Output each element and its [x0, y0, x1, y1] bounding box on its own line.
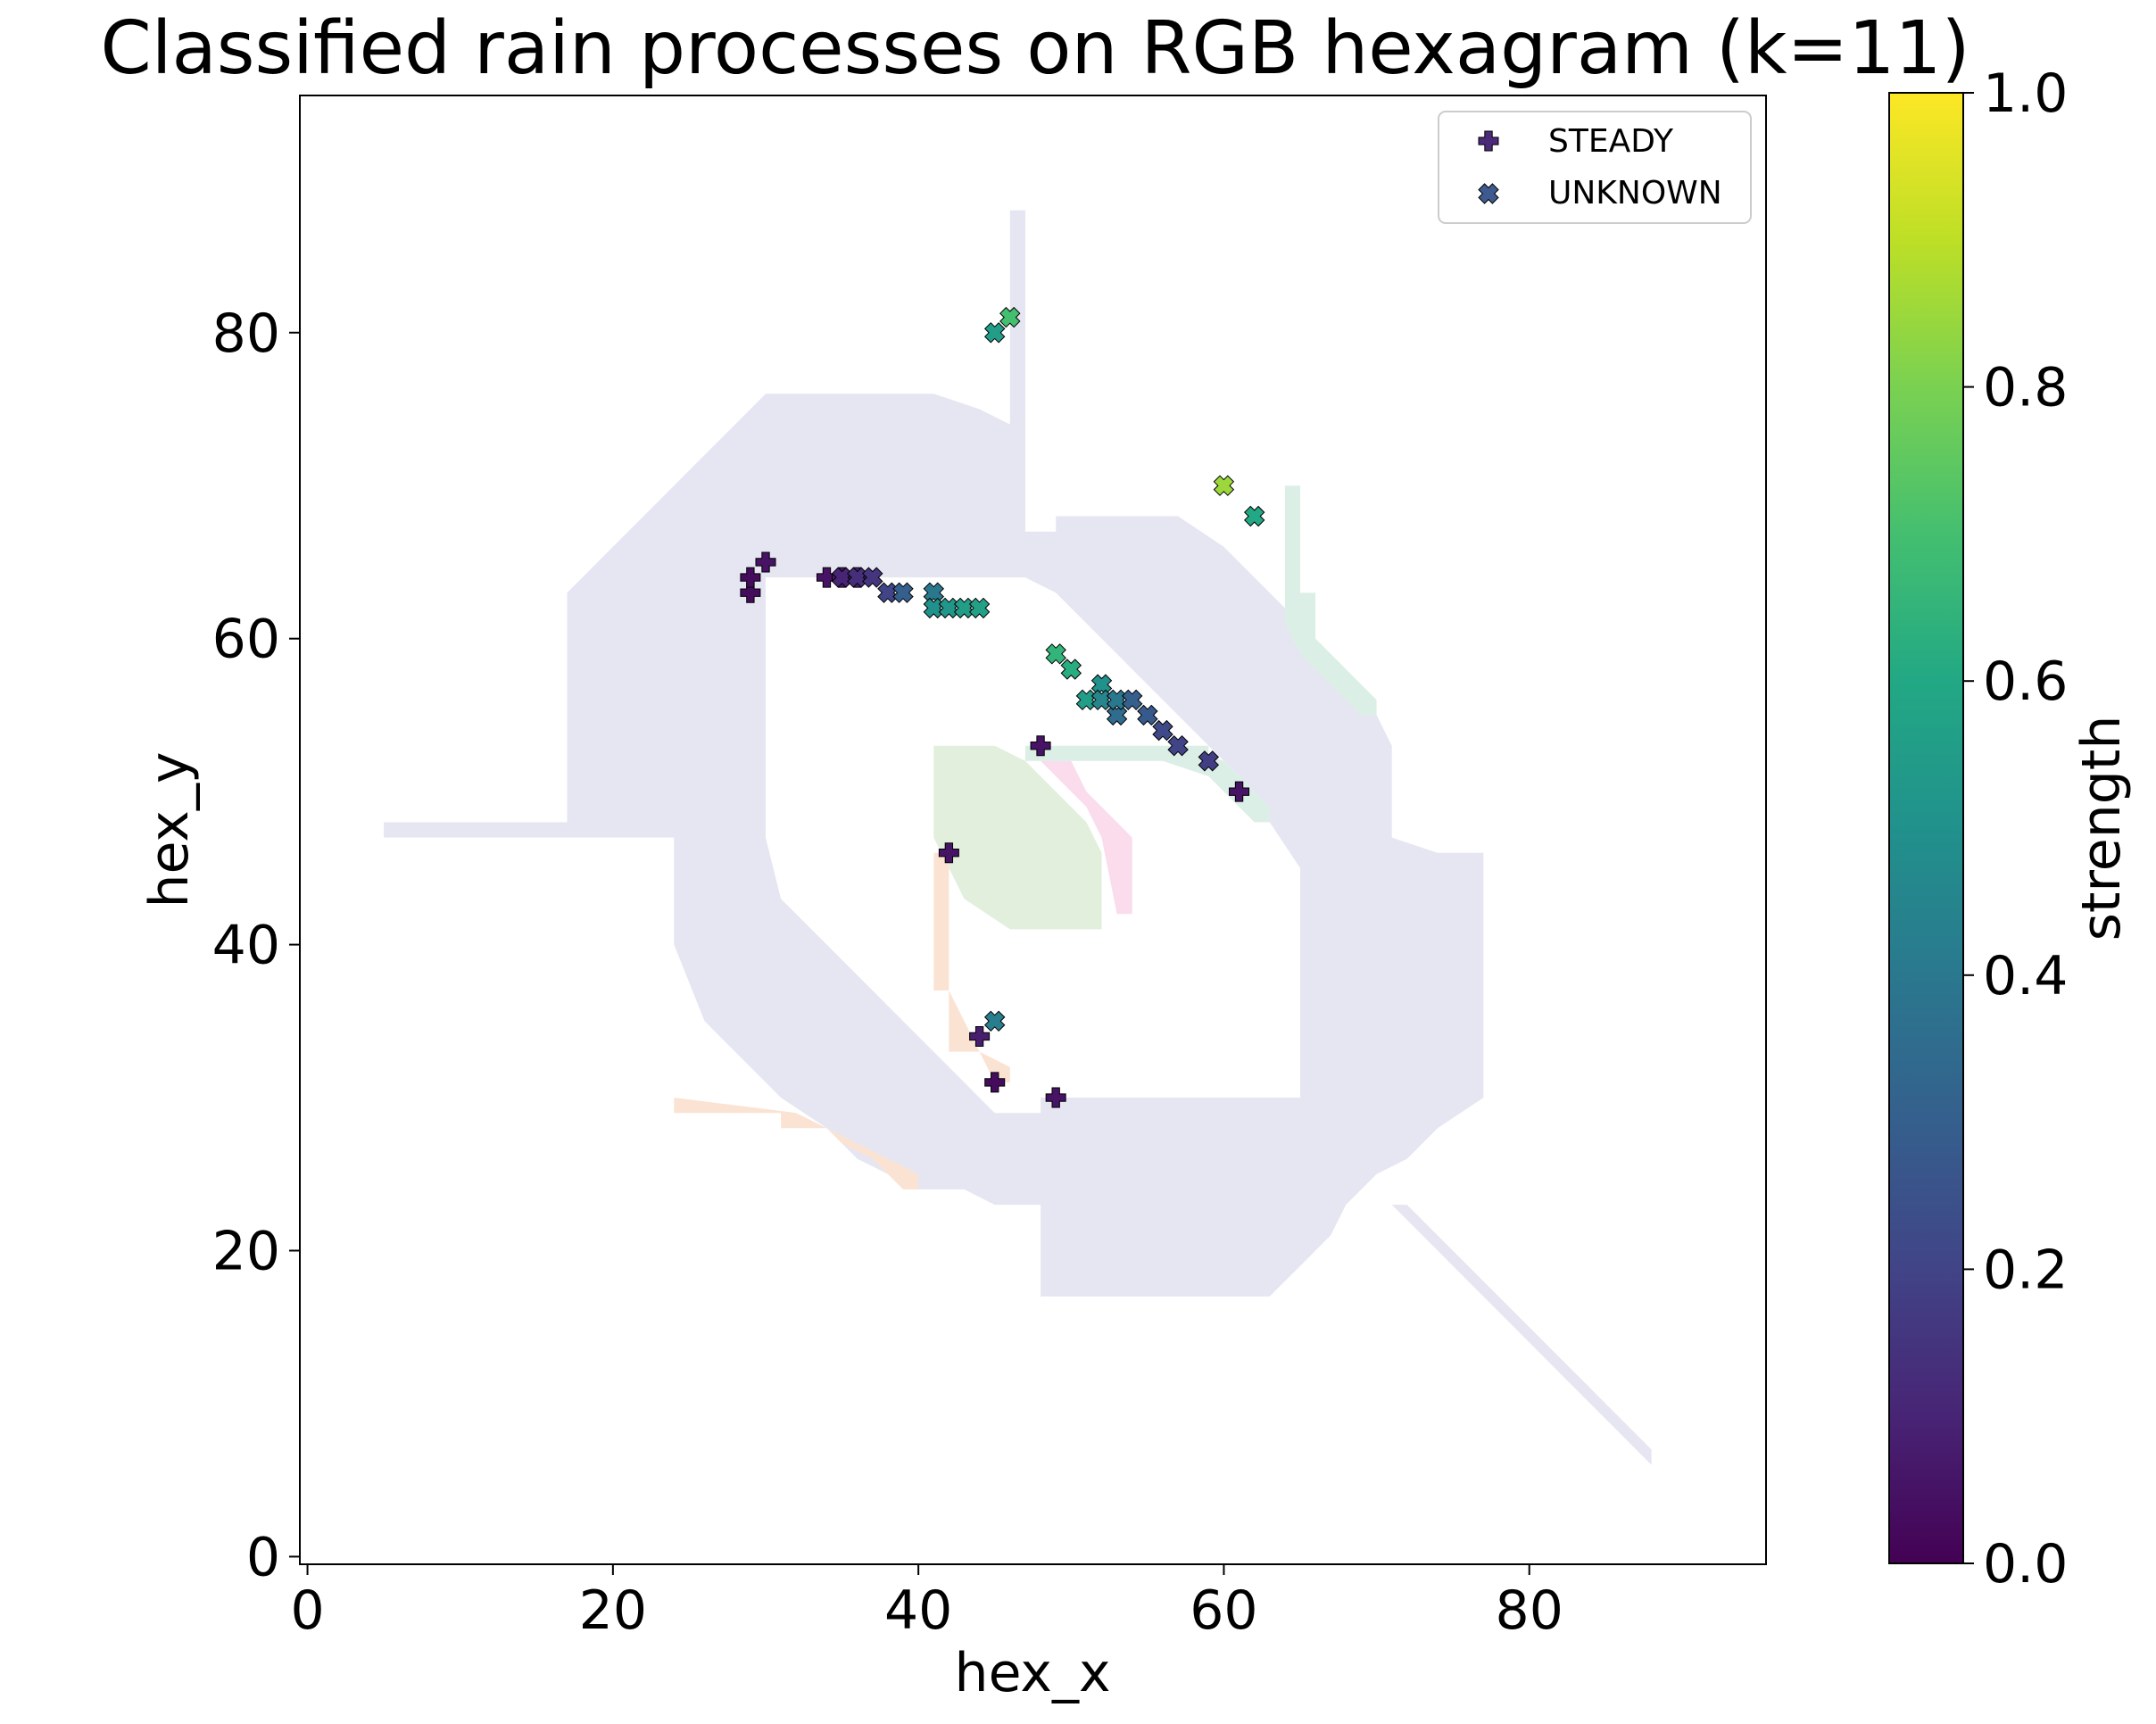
- colorbar-tick-label: 1.0: [1983, 62, 2068, 125]
- steady-point-1: [740, 567, 761, 588]
- unknown-point-8: [953, 597, 975, 619]
- region-5: [1024, 745, 1209, 761]
- x-tick-label: 60: [1190, 1579, 1257, 1642]
- unknown-point-17: [1090, 674, 1113, 695]
- y-axis-ticks: 0 20 40 60 80: [212, 303, 300, 1588]
- region-8: [933, 852, 1010, 1082]
- x-tick-label: 80: [1496, 1579, 1563, 1642]
- unknown-point-23: [1152, 719, 1173, 742]
- unknown-point-16: [1075, 689, 1098, 711]
- legend-box: [1438, 111, 1752, 224]
- region-6: [1163, 745, 1270, 823]
- unknown-point-25: [1198, 750, 1220, 772]
- unknown-point-4: [892, 582, 914, 603]
- legend: STEADY UNKNOWN: [1438, 111, 1752, 224]
- colorbar-gradient: [1888, 92, 1964, 1564]
- steady-point-9: [984, 1072, 1006, 1093]
- colorbar-ticks: 0.0 0.2 0.4 0.6 0.8 1.0: [1963, 62, 2068, 1596]
- steady-point-3: [816, 567, 837, 588]
- colorbar-tick-label: 0.6: [1983, 651, 2068, 713]
- x-axis-label: hex_x: [955, 1642, 1111, 1704]
- region-4: [1041, 760, 1132, 915]
- unknown-point-11: [999, 306, 1021, 328]
- background-regions: [384, 210, 1652, 1465]
- unknown-point-26: [983, 1010, 1006, 1032]
- region-2: [1391, 1205, 1652, 1465]
- x-axis-ticks: 0 20 40 60 80: [290, 1564, 1563, 1642]
- legend-steady-glyph: [1478, 130, 1499, 152]
- unknown-point-14: [1045, 643, 1066, 665]
- legend-unknown-marker: [1478, 183, 1499, 204]
- chart-title: Classified rain processes on RGB hexagra…: [100, 6, 1969, 91]
- unknown-point-15: [1060, 659, 1082, 680]
- steady-point-7: [1030, 735, 1051, 757]
- unknown-point-19: [1106, 704, 1128, 726]
- unknown-point-6: [923, 597, 945, 619]
- region-1: [384, 822, 568, 838]
- unknown-point-10: [983, 322, 1006, 344]
- region-3: [933, 745, 1102, 930]
- legend-unknown-label: UNKNOWN: [1548, 175, 1722, 211]
- legend-steady-label: STEADY: [1548, 123, 1674, 160]
- colorbar-tick-label: 0.2: [1983, 1239, 2068, 1301]
- unknown-point-2: [862, 567, 883, 588]
- region-9: [674, 1098, 919, 1189]
- steady-point-10: [1045, 1087, 1066, 1108]
- unknown-point-20: [1106, 689, 1128, 711]
- x-tick-label: 0: [290, 1579, 324, 1642]
- unknown-point-1: [846, 567, 868, 588]
- steady-point-8: [969, 1025, 991, 1047]
- colorbar-tick-label: 0.8: [1983, 357, 2068, 419]
- unknown-point-12: [1213, 475, 1235, 496]
- y-tick-label: 0: [246, 1526, 280, 1588]
- colorbar-tick-label: 0.0: [1983, 1533, 2068, 1596]
- colorbar-label: strength: [2070, 716, 2133, 941]
- unknown-point-24: [1167, 734, 1189, 757]
- steady-point-11: [1229, 781, 1250, 802]
- legend-unknown-glyph: [1478, 183, 1499, 204]
- legend-steady-marker: [1478, 130, 1499, 152]
- unknown-point-7: [938, 597, 960, 619]
- unknown-point-9: [968, 597, 991, 619]
- unknown-point-22: [1137, 704, 1158, 726]
- y-axis-label: hex_y: [138, 752, 201, 908]
- unknown-point-21: [1121, 689, 1143, 711]
- steady-point-0: [740, 582, 761, 603]
- unknown-point-0: [831, 567, 853, 588]
- colorbar-tick-label: 0.4: [1983, 945, 2068, 1007]
- y-tick-label: 40: [212, 915, 280, 977]
- x-tick-label: 40: [884, 1579, 952, 1642]
- colorbar: 0.0 0.2 0.4 0.6 0.8 1.0 strength: [1888, 62, 2133, 1596]
- plot-frame: [299, 95, 1767, 1565]
- x-tick-label: 20: [579, 1579, 647, 1642]
- unknown-point-5: [923, 582, 945, 603]
- y-tick-label: 60: [212, 609, 280, 671]
- region-0: [567, 210, 1484, 1297]
- unknown-point-13: [1243, 505, 1265, 527]
- plot-area: [299, 95, 1767, 1565]
- region-7: [1284, 485, 1377, 716]
- y-tick-label: 80: [212, 303, 280, 365]
- unknown-point-3: [877, 582, 899, 603]
- data-markers: [740, 306, 1265, 1108]
- unknown-point-18: [1090, 689, 1113, 711]
- steady-point-2: [755, 551, 776, 573]
- y-tick-label: 20: [212, 1221, 280, 1283]
- steady-point-6: [938, 842, 959, 864]
